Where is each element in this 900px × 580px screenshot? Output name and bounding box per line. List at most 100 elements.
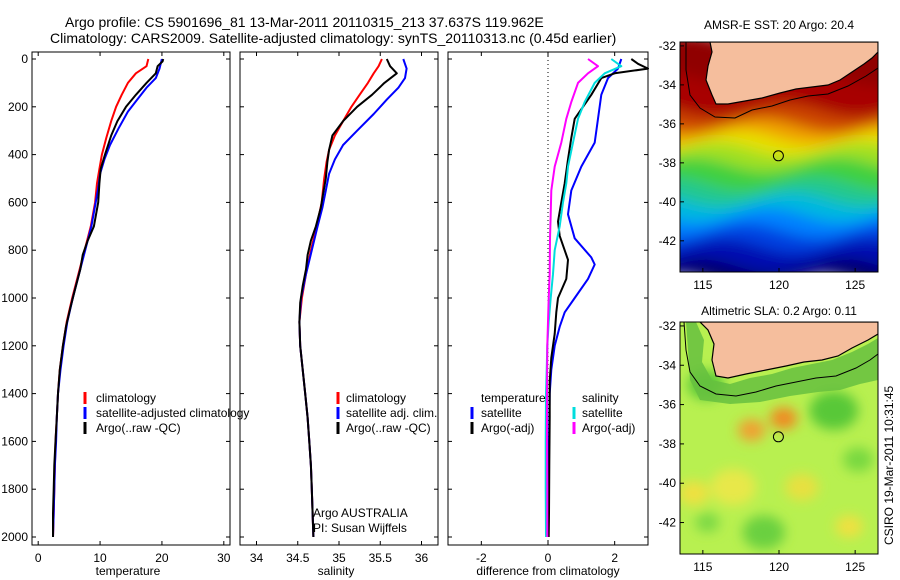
sla-shelf-band <box>686 322 878 404</box>
sla-map-panel: Altimetric SLA: 0.2 Argo: 0.11 115 120 125… <box>659 304 879 574</box>
map-x-tick-label: 120 <box>769 560 789 574</box>
map-y-tick-label: -38 <box>659 156 677 170</box>
y-tick-label: 2000 <box>1 530 28 544</box>
legend-header-temperature: temperature <box>481 391 546 405</box>
series-line-1 <box>547 58 649 538</box>
y-tick-label: 400 <box>8 148 28 162</box>
map-y-tick-label: -42 <box>659 234 677 248</box>
y-tick-label: 1400 <box>1 387 28 401</box>
sla-anomaly-patch <box>710 468 757 506</box>
difference-y-ticks <box>448 58 648 538</box>
legend-header-salinity: salinity <box>582 391 619 405</box>
series-line-2 <box>52 58 165 537</box>
salinity-series-lines <box>298 58 408 538</box>
difference-series-lines <box>544 58 649 538</box>
map-x-tick-label: 115 <box>693 560 712 574</box>
map-x-tick-label: 115 <box>693 278 712 292</box>
map-x-tick-label: 120 <box>769 278 789 292</box>
x-tick-label: 20 <box>155 551 169 565</box>
sla-anomaly-patch <box>742 515 786 550</box>
salinity-panel: 34 34.5 35 35.5 36 salinity climatology sate… <box>239 51 439 578</box>
x-tick-label: 2 <box>611 551 618 565</box>
y-tick-label: 1000 <box>1 291 28 305</box>
map-y-tick-label: -32 <box>659 39 677 53</box>
sla-anomaly-patch <box>835 515 863 538</box>
sst-map-title: AMSR-E SST: 20 Argo: 20.4 <box>704 18 854 32</box>
salinity-legend: climatology satellite adj. clim. Argo(..… <box>336 391 437 435</box>
sst-land-mass <box>696 42 878 105</box>
map-y-tick-label: -36 <box>659 398 677 412</box>
series-line-1 <box>298 58 408 538</box>
y-tick-label: 600 <box>8 195 28 209</box>
sst-color-field <box>680 42 878 272</box>
map-y-tick-label: -42 <box>659 516 677 530</box>
sla-anomaly-patch <box>843 447 874 472</box>
x-tick-label: 30 <box>217 551 231 565</box>
legend-label-temp-argo: Argo(-adj) <box>481 421 534 435</box>
legend-label-sal-satellite: satellite <box>582 406 623 420</box>
sla-anomaly-patch <box>809 391 859 430</box>
map-y-tick-label: -38 <box>659 437 677 451</box>
x-tick-label: 0 <box>35 551 42 565</box>
series-line-3 <box>546 58 599 537</box>
x-tick-label: 34.5 <box>286 551 310 565</box>
argo-float-marker <box>772 431 784 443</box>
series-line-0 <box>52 58 150 538</box>
figure-title-line2: Climatology: CARS2009. Satellite-adjuste… <box>50 30 616 46</box>
sla-map-y-ticks: -32 -34 -36 -38 -40 -42 <box>659 319 684 530</box>
figure-title-line1: Argo profile: CS 5901696_81 13-Mar-2011 … <box>65 14 544 30</box>
legend-label-argo: Argo(..raw -QC) <box>346 421 431 435</box>
sst-contour-line <box>685 42 878 119</box>
sla-anomaly-patch <box>695 512 720 533</box>
salinity-y-ticks <box>240 58 438 538</box>
sla-map-title: Altimetric SLA: 0.2 Argo: 0.11 <box>701 304 857 318</box>
temperature-panel: 0 10 20 30 0 200 400 600 800 1000 1200 1400 1600 180… <box>1 51 249 578</box>
sla-anomaly-patch <box>785 473 819 501</box>
legend-label-climatology: climatology <box>346 391 406 405</box>
series-line-0 <box>547 58 623 538</box>
y-tick-label: 1800 <box>1 482 28 496</box>
sla-map-x-ticks: 115 120 125 <box>693 550 865 574</box>
difference-legend: temperature salinity satellite Argo(-adj… <box>470 391 635 435</box>
difference-panel: -2 0 2 difference from climatology tempera… <box>447 51 649 578</box>
map-x-tick-label: 125 <box>845 278 865 292</box>
temperature-y-ticks: 0 200 400 600 800 1000 1200 1400 1600 1800 2000 <box>1 52 230 544</box>
legend-label-argo: Argo(..raw -QC) <box>96 421 181 435</box>
y-tick-label: 0 <box>21 52 28 66</box>
x-tick-label: 34 <box>250 551 264 565</box>
difference-x-ticks: -2 0 2 <box>476 52 618 565</box>
y-tick-label: 1600 <box>1 434 28 448</box>
sla-contour-line <box>683 322 878 397</box>
credit-line1: Argo AUSTRALIA <box>313 506 408 520</box>
sst-map-y-ticks: -32 -34 -36 -38 -40 -42 <box>659 39 684 248</box>
series-line-2 <box>298 58 398 538</box>
sst-map-panel: AMSR-E SST: 20 Argo: 20.4 115 120 125 -32 -… <box>659 18 879 292</box>
map-x-tick-label: 125 <box>845 560 865 574</box>
sla-anomaly-patch <box>769 407 798 430</box>
argo-float-marker <box>772 150 784 162</box>
sla-anomaly-patch <box>680 480 709 506</box>
x-tick-label: -2 <box>476 551 487 565</box>
legend-label-climatology: climatology <box>96 391 156 405</box>
temperature-axes-frame <box>31 51 231 546</box>
x-tick-label: 0 <box>545 551 552 565</box>
map-y-tick-label: -36 <box>659 117 677 131</box>
y-tick-label: 1200 <box>1 339 28 353</box>
sst-map-x-ticks: 115 120 125 <box>693 268 865 292</box>
y-tick-label: 200 <box>8 100 28 114</box>
x-tick-label: 36 <box>415 551 429 565</box>
x-tick-label: 35.5 <box>369 551 393 565</box>
sla-anomaly-patch <box>737 419 766 442</box>
credit-line2: PI: Susan Wijffels <box>313 521 407 535</box>
map-y-tick-label: -32 <box>659 319 677 333</box>
difference-x-label: difference from climatology <box>476 564 619 578</box>
temperature-x-label: temperature <box>96 564 161 578</box>
temperature-legend: climatology satellite-adjusted climatolo… <box>83 391 249 435</box>
temperature-series-lines <box>52 58 165 538</box>
map-y-tick-label: -40 <box>659 476 677 490</box>
map-y-tick-label: -34 <box>659 78 677 92</box>
temperature-x-ticks: 0 10 20 30 <box>35 52 231 565</box>
legend-label-temp-satellite: satellite <box>481 406 522 420</box>
salinity-x-ticks: 34 34.5 35 35.5 36 <box>250 52 429 565</box>
